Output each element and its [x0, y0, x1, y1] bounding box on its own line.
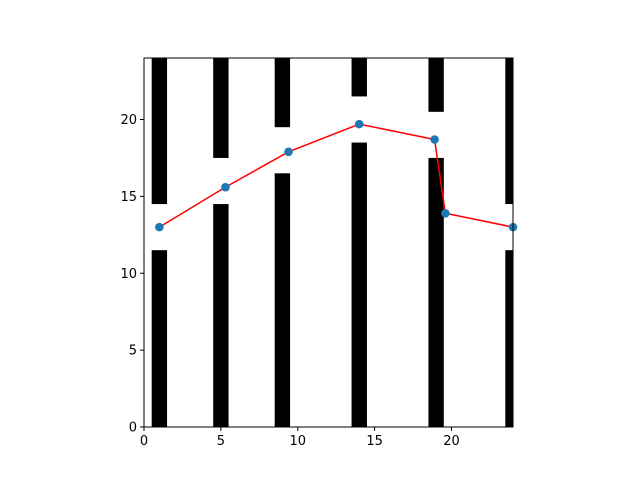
wall-column-4-upper [428, 58, 444, 112]
x-tick-label: 0 [140, 434, 148, 449]
wall-column-2-lower [274, 173, 291, 427]
x-tick-label: 5 [217, 434, 225, 449]
wall-column-5-lower [505, 250, 513, 427]
wall-column-0-upper [151, 58, 168, 205]
series-group [155, 119, 518, 232]
y-axis-ticks: 0 5 10 15 20 [120, 113, 144, 436]
data-point [221, 182, 230, 192]
plot-frame [143, 57, 514, 428]
wall-column-3-upper [351, 58, 367, 97]
y-tick-label: 10 [120, 267, 137, 282]
wall-column-4-lower [428, 157, 444, 427]
data-point [155, 222, 164, 232]
x-tick-label: 10 [289, 434, 306, 449]
data-point [441, 208, 450, 218]
data-point [430, 135, 439, 144]
y-tick-label: 0 [129, 421, 137, 436]
x-axis-ticks: 0 5 10 15 20 [140, 427, 460, 449]
plot-area-background [144, 58, 513, 427]
data-point [284, 147, 293, 157]
x-tick-label: 20 [443, 434, 460, 449]
wall-column-1-upper [213, 58, 229, 158]
wall-column-5-upper [505, 58, 513, 205]
wall-columns [151, 58, 513, 427]
x-tick-label: 15 [366, 434, 383, 449]
y-tick-label: 15 [120, 190, 137, 205]
wall-column-0-lower [151, 250, 168, 427]
y-tick-label: 20 [120, 113, 137, 128]
wall-column-2-upper [274, 58, 291, 128]
y-tick-label: 5 [129, 344, 137, 359]
wall-column-3-lower [351, 142, 367, 427]
data-point [354, 119, 364, 129]
wall-column-1-lower [213, 204, 229, 427]
